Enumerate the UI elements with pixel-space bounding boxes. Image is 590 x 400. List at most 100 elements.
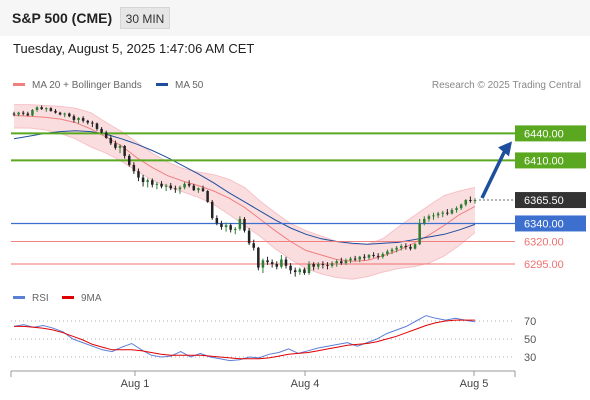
- candle-body: [247, 230, 251, 244]
- candle-body: [17, 112, 20, 115]
- candle-body: [243, 218, 246, 231]
- legend-rsi-ma-label: 9MA: [81, 293, 102, 304]
- candle-body: [252, 243, 255, 248]
- rsi-panel: 70 50 30: [11, 315, 536, 364]
- candle-body: [220, 223, 223, 228]
- candle-body: [317, 263, 320, 267]
- candle-body: [118, 146, 122, 148]
- time-axis: Aug 1 Aug 4 Aug 5: [10, 370, 516, 390]
- candle-body: [54, 110, 57, 113]
- ma20-swatch: [13, 82, 25, 86]
- candle-body: [155, 183, 159, 185]
- price-labels: 6440.00 6410.00 6340.00 6320.00 6295.00 6365.…: [515, 125, 586, 271]
- candlesticks: [12, 105, 477, 277]
- legend-ma50-label: MA 50: [175, 80, 204, 91]
- candle-body: [21, 112, 25, 114]
- candle-body: [178, 187, 182, 190]
- bollinger-band-fill: [14, 104, 475, 280]
- candle-body: [446, 212, 449, 214]
- candle-body: [450, 209, 454, 214]
- candle-body: [418, 223, 421, 245]
- legend-ma50: MA 50: [156, 80, 203, 91]
- candle-body: [455, 208, 458, 210]
- candle-body: [413, 244, 417, 249]
- candle-body: [81, 118, 85, 121]
- legend-ma20: MA 20 + Bollinger Bands: [13, 80, 142, 91]
- candle-body: [404, 245, 408, 247]
- ma50-line: [13, 130, 476, 245]
- candle-body: [58, 112, 62, 115]
- candle-body: [390, 249, 394, 252]
- candle-body: [26, 113, 30, 116]
- candle-body: [409, 246, 412, 249]
- x-tick-label: Aug 4: [291, 378, 320, 390]
- candle-body: [229, 225, 232, 230]
- candle-body: [459, 204, 463, 209]
- candle-body: [132, 164, 136, 172]
- legend-rsi-label: RSI: [32, 293, 49, 304]
- candle-body: [40, 107, 43, 110]
- candle-body: [197, 188, 200, 191]
- candle-body: [270, 262, 274, 264]
- candle-body: [137, 171, 140, 178]
- x-tick-label: Aug 5: [460, 378, 489, 390]
- level-label-6295.00: 6295.00: [524, 259, 564, 271]
- candle-body: [68, 113, 71, 117]
- candle-body: [114, 143, 117, 148]
- candle-body: [104, 132, 108, 138]
- candle-body: [164, 185, 168, 187]
- candle-body: [100, 128, 103, 133]
- level-label-6440.00: 6440.00: [524, 128, 564, 140]
- candle-body: [427, 216, 431, 219]
- candle-body: [238, 218, 242, 229]
- current-price-tag: [515, 192, 586, 209]
- chart-datetime: Tuesday, August 5, 2025 1:47:06 AM CET: [13, 41, 255, 56]
- candle-body: [423, 218, 426, 224]
- candle-body: [151, 180, 154, 185]
- forecast-arrow-shaft: [480, 147, 508, 199]
- candle-body: [192, 185, 196, 191]
- candle-body: [123, 146, 126, 156]
- candle-body: [376, 255, 380, 257]
- candle-body: [174, 188, 177, 190]
- candle-body: [367, 254, 371, 258]
- candle-body: [31, 109, 34, 116]
- candle-body: [293, 270, 297, 273]
- candle-body: [395, 247, 398, 250]
- level-label-6340.00: 6340.00: [524, 218, 564, 230]
- rsi-line: [13, 315, 476, 362]
- moving-averages: [13, 114, 476, 262]
- level-label-6410.00: 6410.00: [524, 155, 564, 167]
- rsi-swatch: [13, 295, 25, 299]
- chart-header: S&P 500 (CME) 30 MIN: [0, 0, 590, 36]
- current-price-label: 6365.50: [524, 195, 564, 207]
- ma20-line: [13, 114, 476, 262]
- candle-body: [353, 258, 357, 260]
- forecast-arrow: [480, 141, 512, 199]
- research-credit: Research © 2025 Trading Central: [431, 80, 581, 91]
- candle-body: [399, 245, 403, 248]
- candle-body: [91, 122, 94, 124]
- candle-body: [49, 108, 53, 111]
- legend-ma20-label: MA 20 + Bollinger Bands: [32, 80, 142, 91]
- candle-body: [160, 183, 163, 187]
- candle-body: [35, 107, 39, 110]
- candle-body: [326, 264, 329, 266]
- level-label-6320.00: 6320.00: [524, 236, 564, 248]
- level-tag-6440.00: [515, 125, 586, 142]
- candle-body: [72, 116, 76, 120]
- candle-body: [469, 200, 472, 202]
- candle-body: [464, 200, 468, 205]
- rsi-tick-50: 50: [524, 334, 536, 346]
- candle-body: [45, 108, 48, 110]
- candle-body: [127, 155, 131, 165]
- candle-body: [257, 247, 260, 268]
- candle-body: [215, 218, 219, 224]
- candle-body: [340, 261, 343, 264]
- candle-body: [280, 259, 283, 267]
- candle-body: [330, 263, 334, 266]
- candle-body: [303, 269, 306, 273]
- candle-body: [436, 213, 440, 216]
- candle-body: [63, 113, 66, 115]
- timeframe-button[interactable]: 30 MIN: [120, 7, 170, 29]
